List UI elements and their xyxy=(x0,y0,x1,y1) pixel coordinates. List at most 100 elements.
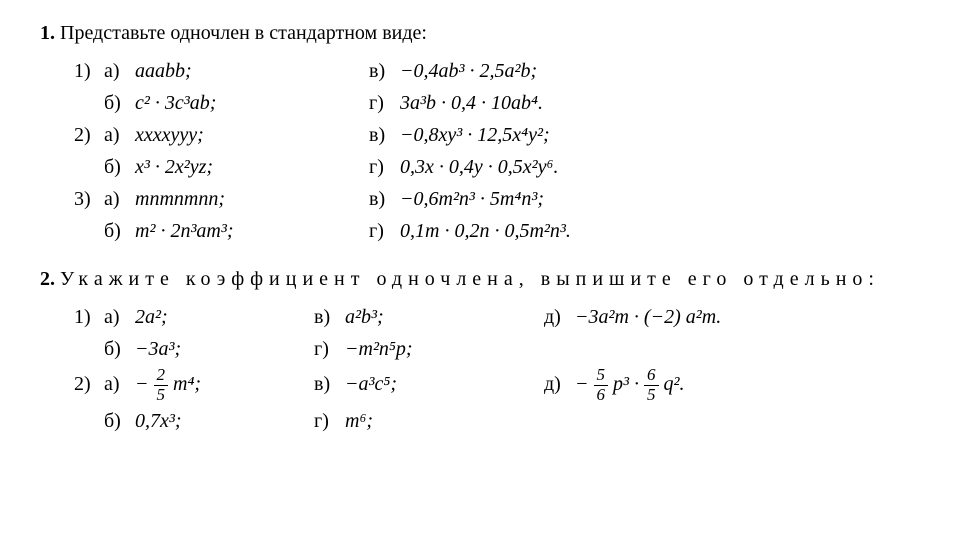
expr-3g: 0,1m · 0,2n · 0,5m²n³. xyxy=(400,220,571,242)
col-g: г) 0,1m · 0,2n · 0,5m²n³. xyxy=(369,216,639,246)
col-a: а) xxxxyyy; xyxy=(104,120,369,150)
problem-1: 1. Представьте одночлен в стандартном ви… xyxy=(40,18,920,246)
label-g: г) xyxy=(369,88,395,118)
problem-1-number: 1. xyxy=(40,22,55,44)
col-v: в) −0,8xy³ · 12,5x⁴y²; xyxy=(369,120,639,150)
expr-3v: −0,6m²n³ · 5m⁴n³; xyxy=(400,188,544,210)
label-a: а) xyxy=(104,302,130,332)
expr-p2-1v: a²b³; xyxy=(345,306,384,328)
expr-2a: xxxxyyy; xyxy=(135,124,204,146)
problem-2-number: 2. xyxy=(40,268,55,290)
col-a: а) aaabb; xyxy=(104,56,369,86)
expr-p2-1a: 2a²; xyxy=(135,306,168,328)
col-a: а) − 2 5 m⁴; xyxy=(104,366,314,404)
col-v: в) a²b³; xyxy=(314,302,544,332)
col-g: г) −m²n⁵p; xyxy=(314,334,544,364)
label-b: б) xyxy=(104,88,130,118)
frac-d2: 6 5 xyxy=(644,366,659,404)
expr-p2-1g: −m²n⁵p; xyxy=(345,338,413,360)
expr-p2-2a: − 2 5 m⁴; xyxy=(135,373,201,395)
col-v: в) −0,4ab³ · 2,5a²b; xyxy=(369,56,639,86)
col-b: б) x³ · 2x²yz; xyxy=(104,152,369,182)
label-b: б) xyxy=(104,152,130,182)
col-a: а) mnmnmnn; xyxy=(104,184,369,214)
p1-row: 1) а) aaabb; в) −0,4ab³ · 2,5a²b; xyxy=(74,56,920,86)
label-a: а) xyxy=(104,120,130,150)
p1-row: 2) а) xxxxyyy; в) −0,8xy³ · 12,5x⁴y²; xyxy=(74,120,920,150)
expr-1v: −0,4ab³ · 2,5a²b; xyxy=(400,60,537,82)
label-d: д) xyxy=(544,369,570,399)
frac-d2-bot: 5 xyxy=(644,386,659,405)
expr-p2-2d: − 5 6 p³ · 6 5 q². xyxy=(575,373,685,395)
p2-row: 1) а) 2a²; в) a²b³; д) −3a²m · (−2) a²m. xyxy=(74,302,920,332)
expr-p2-2v: −a³c⁵; xyxy=(345,373,397,395)
p1-row: б) c² · 3c³ab; г) 3a³b · 0,4 · 10ab⁴. xyxy=(74,88,920,118)
frac-d2-top: 6 xyxy=(644,366,659,386)
problem-2-text: Укажите коэффициент одночлена, выпишите … xyxy=(60,268,880,290)
label-b: б) xyxy=(104,406,130,436)
subnum: 1) xyxy=(74,302,104,332)
col-v: в) −0,6m²n³ · 5m⁴n³; xyxy=(369,184,639,214)
col-g: г) 0,3x · 0,4y · 0,5x²y⁶. xyxy=(369,152,639,182)
subnum: 2) xyxy=(74,120,104,150)
expr-1a: aaabb; xyxy=(135,60,192,82)
p1-row: б) m² · 2n³am³; г) 0,1m · 0,2n · 0,5m²n³… xyxy=(74,216,920,246)
subnum: 3) xyxy=(74,184,104,214)
frac-a-bot: 5 xyxy=(154,386,169,405)
label-v: в) xyxy=(369,184,395,214)
label-v: в) xyxy=(314,369,340,399)
p2-row: б) 0,7x³; г) m⁶; xyxy=(74,406,920,436)
frac-d1: 5 6 xyxy=(594,366,609,404)
label-b: б) xyxy=(104,216,130,246)
expr-3b: m² · 2n³am³; xyxy=(135,220,234,242)
label-a: а) xyxy=(104,184,130,214)
problem-1-text: Представьте одночлен в стандартном виде: xyxy=(60,22,427,44)
frac-a-top: 2 xyxy=(154,366,169,386)
expr-2v: −0,8xy³ · 12,5x⁴y²; xyxy=(400,124,550,146)
problem-1-body: 1) а) aaabb; в) −0,4ab³ · 2,5a²b; б) c² … xyxy=(40,56,920,246)
label-g: г) xyxy=(314,334,340,364)
col-v: в) −a³c⁵; xyxy=(314,369,544,399)
col-a: а) 2a²; xyxy=(104,302,314,332)
label-v: в) xyxy=(369,120,395,150)
problem-1-prompt: 1. Представьте одночлен в стандартном ви… xyxy=(40,18,920,48)
p1-row: 3) а) mnmnmnn; в) −0,6m²n³ · 5m⁴n³; xyxy=(74,184,920,214)
frac-d1-bot: 6 xyxy=(594,386,609,405)
subnum: 1) xyxy=(74,56,104,86)
expr-2b: x³ · 2x²yz; xyxy=(135,156,213,178)
p1-row: б) x³ · 2x²yz; г) 0,3x · 0,4y · 0,5x²y⁶. xyxy=(74,152,920,182)
expr-p2-1d: −3a²m · (−2) a²m. xyxy=(575,306,721,328)
label-d: д) xyxy=(544,302,570,332)
problem-2-body: 1) а) 2a²; в) a²b³; д) −3a²m · (−2) a²m.… xyxy=(40,302,920,436)
expr-3a: mnmnmnn; xyxy=(135,188,225,210)
frac-a-post: m⁴; xyxy=(168,373,201,395)
problem-2: 2. Укажите коэффициент одночлена, выпиши… xyxy=(40,264,920,436)
frac-a-pre: − xyxy=(135,373,149,395)
expr-p2-2g: m⁶; xyxy=(345,410,373,432)
frac-d1-top: 5 xyxy=(594,366,609,386)
expr-p2-2b: 0,7x³; xyxy=(135,410,182,432)
frac-d-mid: p³ · xyxy=(608,373,644,395)
frac-a: 2 5 xyxy=(154,366,169,404)
col-b: б) −3a³; xyxy=(104,334,314,364)
problem-2-prompt: 2. Укажите коэффициент одночлена, выпиши… xyxy=(40,264,920,294)
p2-row: б) −3a³; г) −m²n⁵p; xyxy=(74,334,920,364)
expr-p2-1b: −3a³; xyxy=(135,338,181,360)
col-b: б) c² · 3c³ab; xyxy=(104,88,369,118)
p2-row: 2) а) − 2 5 m⁴; в) −a³c⁵; д) − xyxy=(74,366,920,404)
frac-d-pre: − xyxy=(575,373,589,395)
expr-1g: 3a³b · 0,4 · 10ab⁴. xyxy=(400,92,543,114)
label-a: а) xyxy=(104,369,130,399)
subnum: 2) xyxy=(74,369,104,399)
label-v: в) xyxy=(314,302,340,332)
expr-1b: c² · 3c³ab; xyxy=(135,92,216,114)
col-d: д) −3a²m · (−2) a²m. xyxy=(544,302,721,332)
col-g: г) m⁶; xyxy=(314,406,544,436)
frac-d-post: q². xyxy=(659,373,685,395)
col-b: б) m² · 2n³am³; xyxy=(104,216,369,246)
label-v: в) xyxy=(369,56,395,86)
col-d: д) − 5 6 p³ · 6 5 q². xyxy=(544,366,685,404)
label-b: б) xyxy=(104,334,130,364)
col-g: г) 3a³b · 0,4 · 10ab⁴. xyxy=(369,88,639,118)
label-g: г) xyxy=(314,406,340,436)
